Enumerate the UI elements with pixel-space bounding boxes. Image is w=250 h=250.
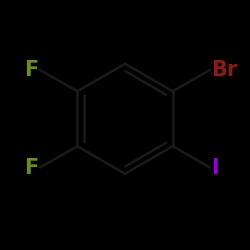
- Text: Br: Br: [211, 60, 238, 80]
- Text: I: I: [211, 158, 219, 178]
- Text: F: F: [24, 158, 39, 178]
- Text: F: F: [24, 60, 39, 80]
